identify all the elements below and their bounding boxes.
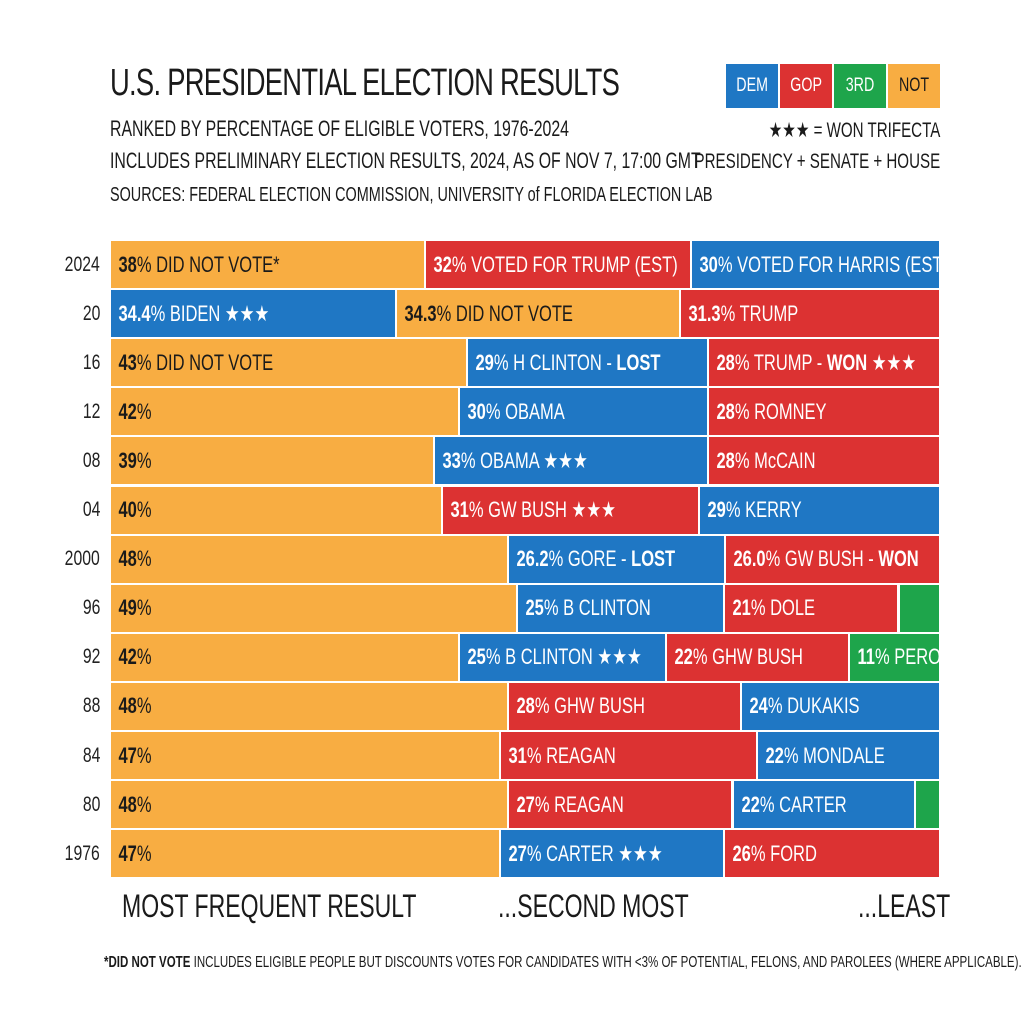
year-label: 1976 [64, 841, 100, 865]
label-most-frequent: MOST FREQUENT RESULT [122, 888, 417, 924]
bar-segment-dem: 26.2% GORE - LOST [507, 534, 725, 584]
bar-segment-dem: 22% MONDALE [757, 731, 940, 781]
year-label: 12 [82, 399, 100, 423]
year-label: 20 [82, 301, 100, 325]
bar-segment-dem: 29% H CLINTON - LOST [466, 338, 708, 388]
bar-segment-dem: 25% B CLINTON ★★★ [458, 632, 667, 682]
bar-segment-gop: 26% FORD [724, 829, 940, 879]
year-label: 16 [82, 350, 100, 374]
footnote: *DID NOT VOTE INCLUDES ELIGIBLE PEOPLE B… [104, 954, 1022, 971]
bar-segment-gop: 28% GHW BUSH [508, 681, 741, 731]
trifecta-note: ★★★ = WON TRIFECTA [768, 119, 940, 142]
chart-title: U.S. PRESIDENTIAL ELECTION RESULTS [110, 62, 620, 104]
bar-segment-3rd [898, 583, 940, 633]
bar-segment-not: 38% DID NOT VOTE* [110, 240, 426, 290]
bar-segment-gop: 31.3% TRUMP [680, 289, 940, 339]
bar-segment-dem: 30% VOTED FOR HARRIS (EST) [691, 240, 940, 290]
trifecta-note-2: PRESIDENCY + SENATE + HOUSE [694, 150, 940, 173]
bar-segment-not: 43% DID NOT VOTE [110, 338, 467, 388]
label-least: ...LEAST [858, 888, 951, 924]
bar-segment-gop: 21% DOLE [724, 583, 899, 633]
legend-gop: GOP [780, 64, 832, 108]
bar-segment-dem: 30% OBAMA [458, 387, 708, 437]
bar-segment-not: 34.3% DID NOT VOTE [395, 289, 681, 339]
year-label: 88 [82, 694, 100, 718]
label-second-most: ...SECOND MOST [498, 888, 689, 924]
legend-dem: DEM [726, 64, 778, 108]
bar-segment-dem: 34.4% BIDEN ★★★ [110, 289, 396, 339]
bar-segment-dem: 29% KERRY [699, 485, 940, 535]
chart-subtitle: RANKED BY PERCENTAGE OF ELIGIBLE VOTERS,… [110, 116, 569, 141]
year-label: 2000 [64, 547, 100, 571]
bar-segment-3rd: 11% PEROT [848, 632, 940, 682]
bar-segment-gop: 31% REAGAN [500, 731, 758, 781]
bar-segment-gop: 31% GW BUSH ★★★ [442, 485, 700, 535]
legend-3rd: 3RD [834, 64, 886, 108]
bar-segment-not: 42% [110, 632, 459, 682]
bar-segment-gop: 27% REAGAN [508, 780, 733, 830]
year-label: 92 [82, 645, 100, 669]
bar-segment-dem: 33% OBAMA ★★★ [433, 436, 708, 486]
bar-segment-not: 39% [110, 436, 434, 486]
bar-segment-dem: 24% DUKAKIS [740, 681, 940, 731]
bar-segment-gop: 28% McCAIN [707, 436, 940, 486]
bar-segment-dem: 25% B CLINTON [516, 583, 725, 633]
year-label: 08 [82, 448, 100, 472]
year-label: 04 [82, 498, 100, 522]
bar-segment-3rd [915, 780, 940, 830]
bar-segment-gop: 28% TRUMP - WON ★★★ [707, 338, 940, 388]
legend: DEM GOP 3RD NOT [726, 64, 940, 108]
chart-sources: SOURCES: FEDERAL ELECTION COMMISSION, UN… [110, 184, 713, 206]
bar-segment-gop: 28% ROMNEY [707, 387, 940, 437]
bar-segment-not: 48% [110, 780, 509, 830]
legend-not: NOT [888, 64, 940, 108]
bar-segment-not: 48% [110, 681, 509, 731]
bar-segment-not: 42% [110, 387, 459, 437]
bar-segment-dem: 27% CARTER ★★★ [500, 829, 725, 879]
bar-segment-not: 49% [110, 583, 517, 633]
bar-segment-gop: 26.0% GW BUSH - WON [724, 534, 940, 584]
year-label: 96 [82, 596, 100, 620]
year-label: 2024 [64, 252, 100, 276]
bar-segment-not: 47% [110, 731, 501, 781]
bar-segment-not: 47% [110, 829, 501, 879]
bar-segment-not: 48% [110, 534, 508, 584]
year-label: 84 [82, 743, 100, 767]
bar-segment-gop: 22% GHW BUSH [666, 632, 849, 682]
bar-segment-gop: 32% VOTED FOR TRUMP (EST) [425, 240, 691, 290]
bar-segment-dem: 22% CARTER [732, 780, 916, 830]
chart-subtitle-2: INCLUDES PRELIMINARY ELECTION RESULTS, 2… [110, 148, 701, 173]
bar-segment-not: 40% [110, 485, 442, 535]
year-label: 80 [82, 792, 100, 816]
